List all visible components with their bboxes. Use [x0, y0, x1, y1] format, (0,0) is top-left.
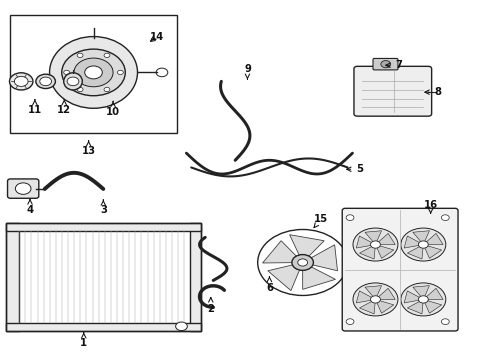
Circle shape [418, 296, 428, 303]
FancyBboxPatch shape [354, 66, 432, 116]
Text: 6: 6 [266, 277, 273, 293]
FancyBboxPatch shape [373, 58, 398, 70]
Polygon shape [413, 231, 429, 244]
Circle shape [370, 296, 380, 303]
Bar [5, 223, 201, 330]
Circle shape [346, 319, 354, 324]
Polygon shape [423, 244, 441, 258]
Polygon shape [356, 236, 375, 248]
Circle shape [85, 66, 102, 79]
Polygon shape [365, 285, 382, 300]
Circle shape [292, 255, 314, 270]
Polygon shape [375, 244, 394, 258]
Polygon shape [360, 244, 375, 259]
Circle shape [353, 228, 398, 261]
Polygon shape [423, 288, 443, 300]
FancyBboxPatch shape [342, 208, 458, 331]
Polygon shape [375, 233, 395, 244]
Text: 14: 14 [150, 32, 164, 41]
Polygon shape [413, 285, 429, 300]
Text: 1: 1 [80, 333, 87, 348]
Circle shape [15, 183, 31, 194]
Text: 13: 13 [82, 141, 96, 156]
Text: 16: 16 [424, 200, 438, 213]
Bar [10, 15, 176, 134]
Text: 7: 7 [386, 60, 402, 70]
Circle shape [353, 283, 398, 316]
Polygon shape [375, 300, 394, 313]
Polygon shape [365, 231, 382, 244]
Circle shape [156, 68, 168, 77]
Circle shape [67, 77, 79, 86]
Circle shape [14, 76, 28, 86]
Circle shape [118, 70, 123, 75]
Text: 10: 10 [106, 101, 120, 117]
Circle shape [77, 53, 83, 58]
Circle shape [36, 74, 55, 89]
Circle shape [9, 73, 33, 90]
Circle shape [298, 259, 308, 266]
Circle shape [401, 283, 446, 316]
Polygon shape [375, 288, 395, 300]
Polygon shape [290, 235, 324, 262]
Circle shape [77, 87, 83, 92]
Bar [190, 223, 201, 330]
Polygon shape [268, 262, 303, 291]
Polygon shape [263, 241, 303, 263]
Bar [5, 223, 19, 330]
Text: 15: 15 [314, 215, 328, 228]
Circle shape [62, 49, 125, 96]
Ellipse shape [49, 37, 138, 108]
Polygon shape [423, 300, 441, 313]
Polygon shape [356, 291, 375, 303]
Circle shape [104, 87, 110, 92]
Polygon shape [404, 236, 423, 248]
Bar [5, 323, 201, 330]
Bar [5, 223, 201, 231]
Circle shape [441, 319, 449, 324]
Circle shape [175, 322, 187, 330]
Text: 12: 12 [57, 99, 71, 115]
Circle shape [370, 241, 380, 248]
Polygon shape [303, 245, 338, 271]
Circle shape [381, 60, 391, 68]
Circle shape [418, 241, 428, 248]
FancyBboxPatch shape [7, 179, 39, 198]
Polygon shape [407, 244, 423, 259]
Polygon shape [407, 300, 423, 314]
Polygon shape [303, 262, 336, 289]
Text: 5: 5 [346, 164, 363, 174]
Circle shape [40, 77, 51, 86]
Text: 2: 2 [207, 298, 214, 314]
Polygon shape [360, 300, 375, 314]
Text: 8: 8 [425, 87, 441, 97]
Circle shape [346, 215, 354, 221]
Circle shape [74, 58, 113, 87]
Circle shape [441, 215, 449, 221]
Ellipse shape [64, 73, 82, 90]
Circle shape [64, 70, 70, 75]
Text: 4: 4 [26, 199, 34, 216]
Text: 11: 11 [28, 99, 42, 115]
Polygon shape [423, 233, 443, 244]
Text: 3: 3 [100, 200, 107, 216]
Circle shape [104, 53, 110, 58]
Polygon shape [404, 291, 423, 303]
Text: 9: 9 [244, 64, 251, 80]
Circle shape [401, 228, 446, 261]
